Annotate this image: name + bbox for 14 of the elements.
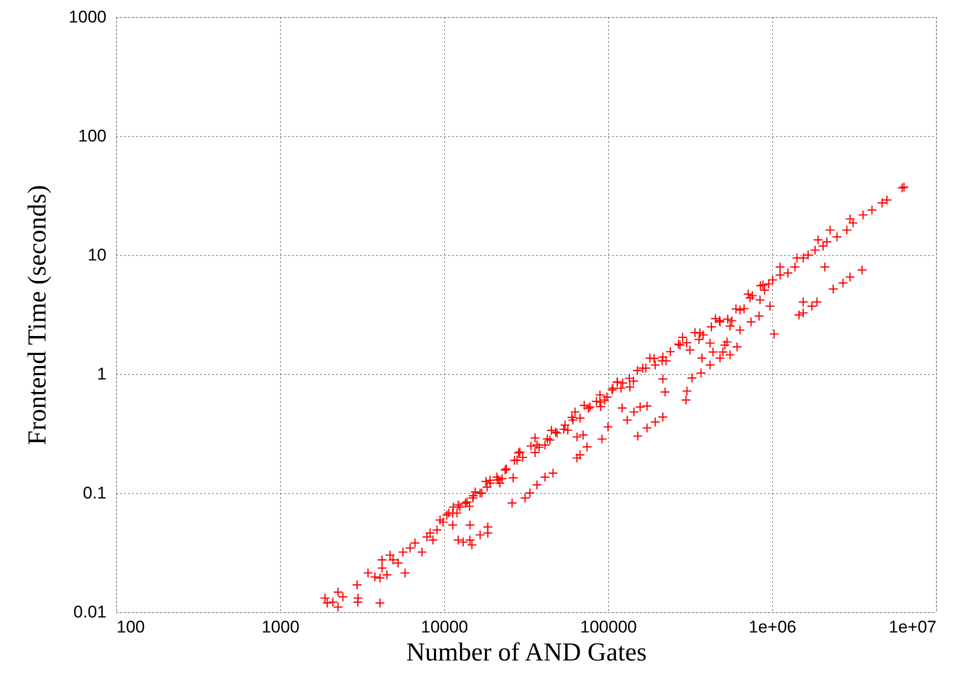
- x-tick-label: 1000: [262, 618, 300, 636]
- x-tick-label: 1e+07: [888, 618, 936, 636]
- y-tick-label: 0.01: [73, 602, 106, 622]
- y-tick-label: 1000: [68, 8, 106, 26]
- x-tick-label: 100: [116, 618, 145, 636]
- y-tick-label: 100: [78, 126, 106, 146]
- x-tick-label: 10000: [420, 618, 468, 636]
- x-tick-label: 100000: [580, 618, 637, 636]
- y-tick-label: 1: [97, 364, 106, 384]
- y-tick-label: 0.1: [82, 484, 106, 502]
- x-axis-title: Number of AND Gates: [406, 638, 647, 666]
- y-tick-label: 10: [88, 246, 106, 264]
- y-axis-title: Frontend Time (seconds): [22, 185, 52, 445]
- x-tick-label: 1e+06: [748, 618, 796, 636]
